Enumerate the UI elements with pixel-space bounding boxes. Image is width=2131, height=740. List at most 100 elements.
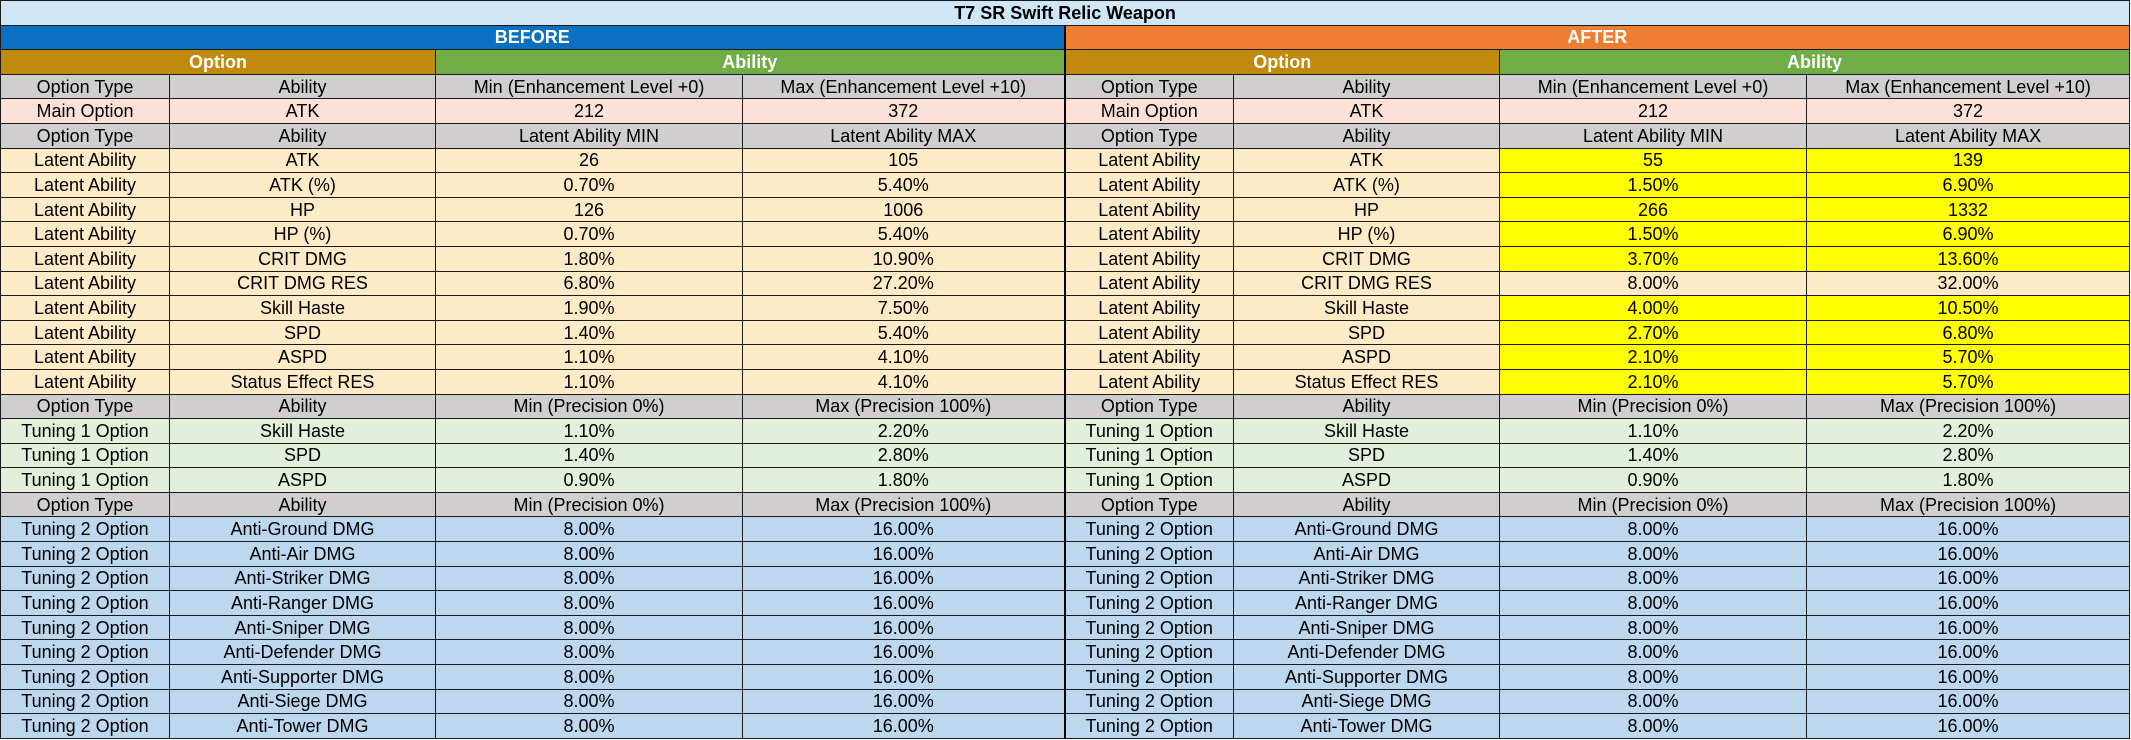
before-max-cell: 2.20%	[742, 418, 1065, 444]
option-type-cell: Tuning 1 Option	[1063, 442, 1234, 469]
column-header-row: Option Type Ability Min (Enhancement Level…	[0, 73, 2131, 100]
before-min-cell: 1.10%	[435, 344, 743, 370]
after-min-cell: 3.70%	[1499, 245, 1807, 272]
option-type-cell: Tuning 2 Option	[0, 516, 170, 543]
ability-cell: SPD	[1233, 442, 1500, 469]
before-min-cell: 1.10%	[435, 418, 743, 444]
table-row: Tuning 2 Option Anti-Sniper DMG 8.00% 16.00…	[0, 614, 2131, 641]
before-min-cell: 0.70%	[435, 221, 743, 247]
before-max-cell: 5.40%	[742, 319, 1065, 346]
ability-cell: HP (%)	[169, 221, 436, 247]
ability-cell: Anti-Air DMG	[1233, 541, 1500, 567]
after-max-cell: 16.00%	[1805, 664, 2131, 690]
ability-cell: Anti-Striker DMG	[1233, 565, 1500, 592]
before-min-cell: 8.00%	[435, 516, 743, 543]
column-header: Min (Enhancement Level +0)	[1499, 73, 1807, 100]
group-header-row: Option Ability Option Ability	[0, 49, 2131, 75]
before-min-cell: 1.40%	[435, 442, 743, 469]
before-min-cell: 0.70%	[435, 172, 743, 198]
ability-cell: Skill Haste	[169, 418, 436, 444]
ability-cell: Anti-Ranger DMG	[169, 590, 436, 616]
ability-cell: Skill Haste	[169, 295, 436, 321]
option-type-cell: Tuning 2 Option	[0, 688, 170, 715]
option-type-cell: Tuning 2 Option	[1063, 664, 1234, 690]
ability-cell: HP	[1233, 196, 1500, 223]
after-min-cell: 2.70%	[1499, 319, 1807, 346]
option-type-cell: Latent Ability	[1063, 221, 1234, 247]
ability-cell: Anti-Ground DMG	[1233, 516, 1500, 543]
table-row: Latent Ability ASPD 1.10% 4.10% Latent Abili…	[0, 344, 2131, 370]
table-row: Latent Ability CRIT DMG 1.80% 10.90% Latent …	[0, 245, 2131, 272]
ability-cell: Anti-Ranger DMG	[1233, 590, 1500, 616]
column-header: Option Type	[1063, 122, 1234, 149]
ability-cell: Anti-Striker DMG	[169, 565, 436, 592]
after-min-cell: 8.00%	[1499, 688, 1807, 715]
before-min-cell: 1.90%	[435, 295, 743, 321]
before-min-cell: 126	[435, 196, 743, 223]
after-min-cell: 1.50%	[1499, 221, 1807, 247]
column-header: Option Type	[1063, 491, 1234, 518]
option-type-cell: Tuning 1 Option	[1063, 418, 1234, 444]
after-max-cell: 1332	[1805, 196, 2131, 223]
after-max-cell: 6.80%	[1805, 319, 2131, 346]
ability-cell: CRIT DMG RES	[169, 270, 436, 297]
table-row: Tuning 2 Option Anti-Ground DMG 8.00% 16.00…	[0, 516, 2131, 543]
after-min-cell: 0.90%	[1499, 467, 1807, 493]
after-max-cell: 16.00%	[1805, 590, 2131, 616]
after-max-cell: 1.80%	[1805, 467, 2131, 493]
column-header: Ability	[169, 393, 436, 420]
column-header: Option Type	[0, 122, 170, 149]
after-min-cell: 8.00%	[1499, 713, 1807, 739]
ability-cell: Anti-Tower DMG	[1233, 713, 1500, 739]
option-type-cell: Latent Ability	[1063, 245, 1234, 272]
ability-cell: HP (%)	[1233, 221, 1500, 247]
after-max-cell: 16.00%	[1805, 516, 2131, 543]
after-min-cell: 1.50%	[1499, 172, 1807, 198]
before-min-cell: 8.00%	[435, 664, 743, 690]
ability-cell: ATK	[1233, 147, 1500, 174]
option-type-cell: Latent Ability	[0, 221, 170, 247]
after-min-cell: 8.00%	[1499, 639, 1807, 666]
after-max-cell: 2.20%	[1805, 418, 2131, 444]
after-min-cell: 8.00%	[1499, 541, 1807, 567]
table-row: Latent Ability Status Effect RES 1.10% 4.10…	[0, 368, 2131, 395]
before-max-cell: 27.20%	[742, 270, 1065, 297]
after-max-cell: 16.00%	[1805, 541, 2131, 567]
ability-cell: HP	[169, 196, 436, 223]
option-type-cell: Latent Ability	[1063, 196, 1234, 223]
ability-cell: CRIT DMG	[169, 245, 436, 272]
after-max-cell: 6.90%	[1805, 172, 2131, 198]
before-min-cell: 8.00%	[435, 688, 743, 715]
after-min-cell: 1.40%	[1499, 442, 1807, 469]
option-type-cell: Latent Ability	[0, 319, 170, 346]
before-min-cell: 1.80%	[435, 245, 743, 272]
table-row: Tuning 2 Option Anti-Ranger DMG 8.00% 16.00…	[0, 590, 2131, 616]
option-type-cell: Tuning 2 Option	[1063, 516, 1234, 543]
before-max-cell: 16.00%	[742, 639, 1065, 666]
column-header: Ability	[169, 73, 436, 100]
title-row: T7 SR Swift Relic Weapon	[0, 0, 2131, 26]
option-type-cell: Latent Ability	[0, 295, 170, 321]
column-header: Option Type	[1063, 393, 1234, 420]
option-type-cell: Latent Ability	[1063, 319, 1234, 346]
after-min-cell: 8.00%	[1499, 664, 1807, 690]
table-row: Tuning 1 Option SPD 1.40% 2.80% Tuning 1 Opt…	[0, 442, 2131, 469]
table-row: Tuning 2 Option Anti-Air DMG 8.00% 16.00% Tu…	[0, 541, 2131, 567]
after-min-cell: 8.00%	[1499, 516, 1807, 543]
ability-cell: Skill Haste	[1233, 295, 1500, 321]
ability-cell: SPD	[169, 442, 436, 469]
option-type-cell: Main Option	[0, 98, 170, 124]
option-type-cell: Latent Ability	[1063, 172, 1234, 198]
column-header: Ability	[169, 491, 436, 518]
after-min-cell: 1.10%	[1499, 418, 1807, 444]
after-max-cell: 16.00%	[1805, 713, 2131, 739]
column-header: Latent Ability MAX	[1805, 122, 2131, 149]
option-type-cell: Tuning 2 Option	[0, 664, 170, 690]
option-type-cell: Tuning 1 Option	[0, 418, 170, 444]
ability-cell: Anti-Supporter DMG	[1233, 664, 1500, 690]
table-row: Latent Ability ATK 26 105 Latent Ability ATK 5…	[0, 147, 2131, 174]
before-min-cell: 0.90%	[435, 467, 743, 493]
after-min-cell: 266	[1499, 196, 1807, 223]
column-header: Option Type	[0, 393, 170, 420]
